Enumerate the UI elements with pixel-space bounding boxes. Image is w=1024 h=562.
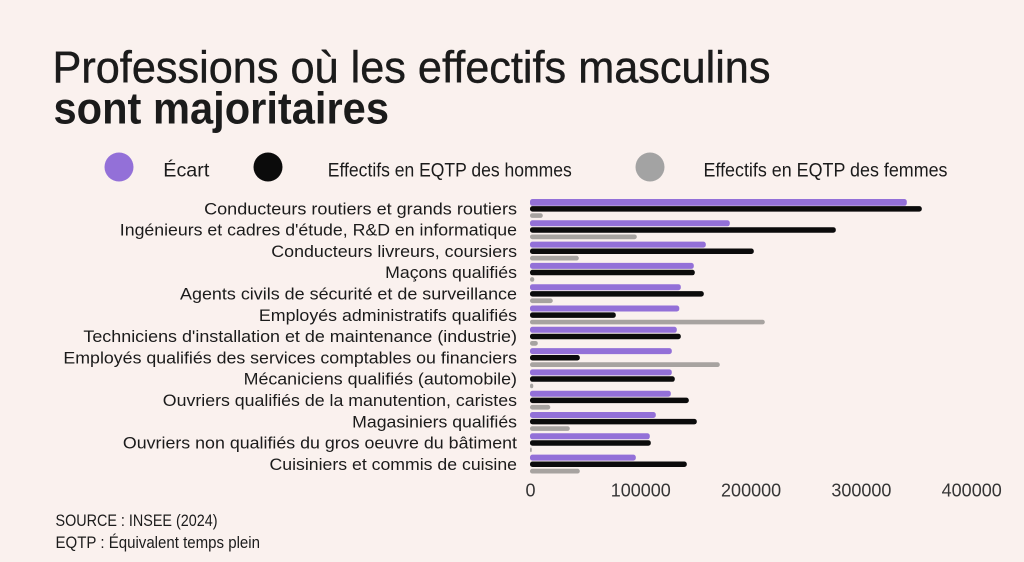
svg-text:Magasiniers qualifiés: Magasiniers qualifiés (352, 412, 517, 431)
svg-text:200000: 200000 (721, 481, 781, 501)
svg-text:sont majoritaires: sont majoritaires (54, 84, 390, 133)
svg-text:300000: 300000 (831, 481, 891, 501)
svg-text:Ouvriers non qualifiés du gros: Ouvriers non qualifiés du gros oeuvre du… (123, 434, 517, 453)
svg-text:400000: 400000 (942, 481, 1002, 501)
svg-text:Écart: Écart (163, 159, 210, 182)
svg-text:EQTP : Équivalent temps plein: EQTP : Équivalent temps plein (56, 533, 261, 552)
svg-text:Agents civils de sécurité et d: Agents civils de sécurité et de surveill… (180, 285, 517, 304)
svg-text:Techniciens d'installation et: Techniciens d'installation et de mainten… (83, 327, 517, 346)
svg-text:Maçons qualifiés: Maçons qualifiés (385, 263, 517, 282)
svg-text:Mécaniciens qualifiés (automob: Mécaniciens qualifiés (automobile) (244, 370, 517, 389)
svg-text:Ingénieurs et cadres d'étude,: Ingénieurs et cadres d'étude, R&D en inf… (120, 221, 517, 240)
svg-text:Ouvriers qualifiés de la manut: Ouvriers qualifiés de la manutention, ca… (163, 391, 517, 410)
svg-text:Conducteurs livreurs, coursier: Conducteurs livreurs, coursiers (271, 242, 517, 261)
svg-text:Professions où les effectifs m: Professions où les effectifs masculins (53, 43, 771, 92)
svg-text:Effectifs en EQTP des femmes: Effectifs en EQTP des femmes (704, 160, 948, 182)
svg-text:Employés administratifs qualif: Employés administratifs qualifiés (259, 306, 517, 325)
svg-text:Cuisiniers et commis de cuisin: Cuisiniers et commis de cuisine (270, 455, 518, 474)
svg-text:SOURCE : INSEE (2024): SOURCE : INSEE (2024) (56, 512, 218, 530)
svg-text:Employés qualifiés des service: Employés qualifiés des services comptabl… (63, 348, 517, 367)
svg-text:Conducteurs routiers et grands: Conducteurs routiers et grands routiers (204, 199, 517, 218)
svg-text:0: 0 (525, 481, 535, 501)
svg-text:Effectifs en EQTP des hommes: Effectifs en EQTP des hommes (328, 160, 572, 182)
svg-text:100000: 100000 (611, 481, 671, 501)
